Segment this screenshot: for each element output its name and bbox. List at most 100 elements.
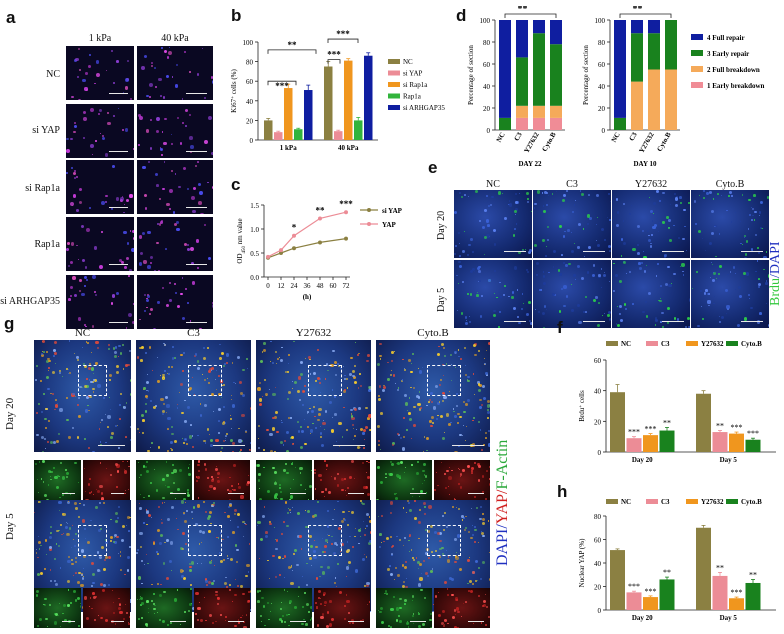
cell-dot [300,446,304,450]
d-y-tick-label: 100 [480,17,491,25]
cell-dot [470,536,473,540]
cell-dot [42,392,45,395]
cell-dot [147,449,150,452]
cell-dot [379,610,382,614]
cell-dot [485,437,487,439]
cell-dot [186,443,188,445]
micrograph-tile [34,460,81,500]
cell-dot [168,46,171,49]
cell-dot [198,602,200,604]
cell-dot [362,502,365,505]
cell-dot [138,116,143,121]
cell-dot [435,595,438,598]
c-x-tick-label: 36 [304,282,312,290]
cell-dot [48,547,52,551]
cell-dot [147,390,150,392]
cell-dot [159,198,162,200]
cell-dot [128,349,131,352]
cell-dot [369,619,370,622]
cell-dot [324,601,327,605]
cell-dot [305,525,308,529]
cell-dot [760,200,764,205]
cell-dot [422,623,426,627]
cell-dot [100,616,104,620]
d-x-tick-label: C3 [628,131,639,143]
cell-dot [299,466,303,471]
cell-dot [76,76,79,79]
panel-e-row-label: Day 20 [436,210,447,240]
cell-dot [651,233,654,237]
cell-dot [403,565,407,569]
cell-dot [459,473,463,476]
cell-dot [256,590,260,593]
cell-dot [203,378,207,382]
b-significance-label: ** [288,40,298,50]
cell-dot [657,191,659,193]
scale-bar [186,264,207,265]
cell-dot [104,153,109,157]
cell-dot [158,447,160,449]
cell-dot [347,611,350,614]
d-x-tick-label: Y27632 [523,131,541,155]
cell-dot [336,440,338,442]
cell-dot [763,268,765,271]
cell-dot [143,387,146,390]
cell-dot [196,504,200,508]
c-data-point [266,254,270,259]
cell-dot [620,238,624,241]
cell-dot [145,622,148,626]
cell-dot [190,424,192,426]
cell-dot [478,389,482,393]
cell-dot [458,192,461,194]
cell-dot [210,152,213,156]
cell-dot [404,368,407,371]
cell-dot [755,270,757,273]
cell-dot [586,214,591,218]
cell-dot [87,342,89,344]
cell-dot [489,203,493,207]
cell-dot [487,408,490,411]
cell-dot [188,388,192,392]
cell-dot [454,366,457,369]
cell-dot [604,238,607,241]
cell-dot [700,305,703,308]
cell-dot [153,612,155,615]
cell-dot [319,565,323,569]
cell-dot [224,422,227,425]
cell-dot [487,520,490,522]
cell-dot [411,599,413,601]
cell-dot [139,251,144,255]
cell-dot [84,409,88,413]
cell-dot [289,499,291,500]
cell-dot [462,401,465,404]
b-bar [364,55,373,140]
cell-dot [547,194,549,196]
cell-dot [211,621,214,625]
cell-dot [402,416,406,420]
cell-dot [443,624,445,626]
cell-dot [87,447,91,450]
cell-dot [225,620,226,622]
cell-dot [74,396,76,398]
cell-dot [469,293,473,296]
cell-dot [353,364,356,367]
cell-dot [147,607,150,610]
cell-dot [72,427,74,429]
cell-dot [533,243,538,247]
cell-dot [103,567,107,571]
cell-dot [114,346,118,349]
cell-dot [90,520,92,522]
panel-g-stain-label: DAPI/YAP/F-Actin [494,439,511,566]
cell-dot [233,381,235,383]
cell-dot [165,396,169,400]
cell-dot [73,590,76,593]
cell-dot [234,593,237,597]
cell-dot [744,237,746,239]
cell-dot [658,299,662,303]
d-y-tick-label: 40 [483,83,491,91]
cell-dot [341,489,344,492]
cell-dot [128,545,131,548]
cell-dot [647,230,650,233]
cell-dot [710,261,712,263]
cell-dot [277,358,280,361]
